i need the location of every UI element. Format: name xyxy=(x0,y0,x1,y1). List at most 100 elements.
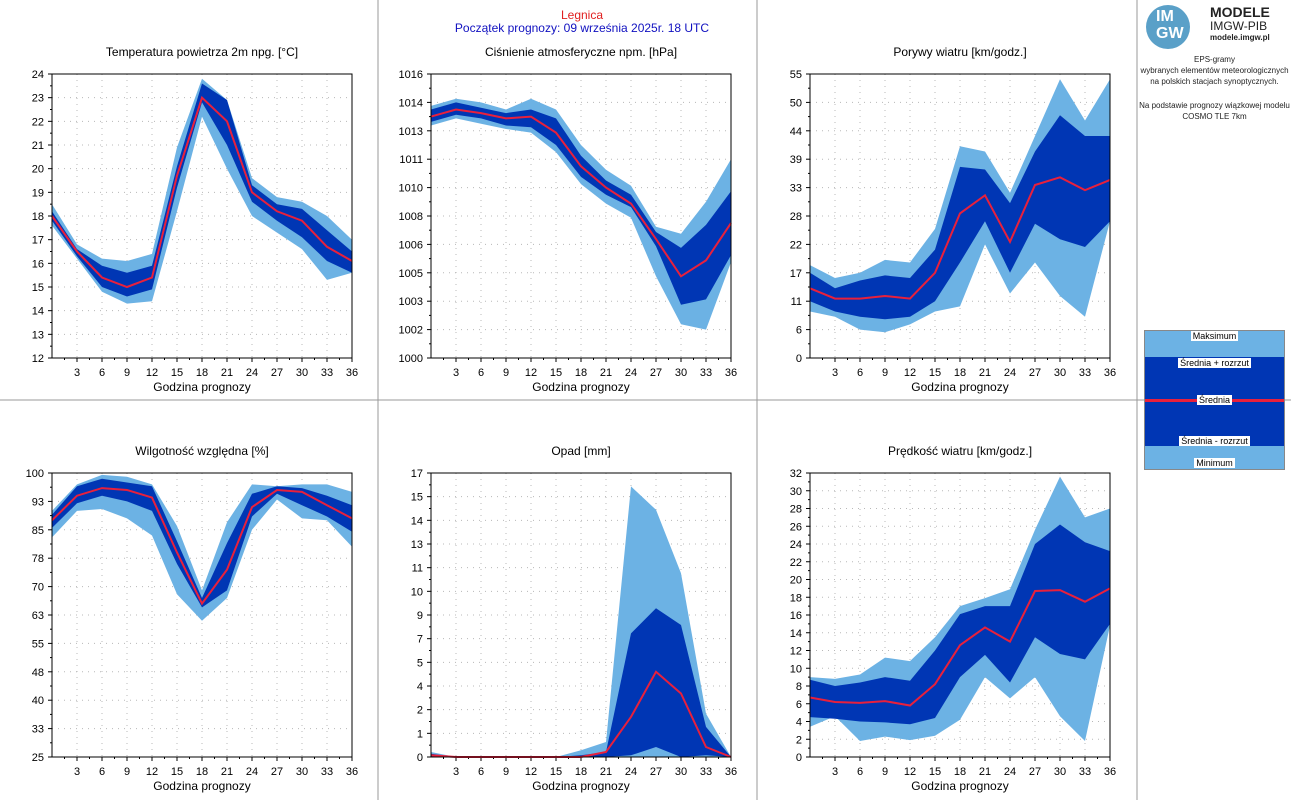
y-tick-label: 28 xyxy=(790,211,802,223)
y-tick-label: 4 xyxy=(417,681,423,693)
x-tick-label: 27 xyxy=(650,367,662,379)
legend-upper-label: Średnia + rozrzut xyxy=(1178,358,1251,368)
y-tick-label: 1011 xyxy=(399,154,423,166)
x-axis-label: Godzina prognozy xyxy=(153,779,250,793)
chart-title: Wilgotność względna [%] xyxy=(135,444,268,458)
y-tick-label: 13 xyxy=(411,539,423,551)
y-tick-label: 1008 xyxy=(399,211,423,223)
x-tick-label: 6 xyxy=(857,766,863,778)
y-tick-label: 11 xyxy=(791,296,802,308)
plot-frame xyxy=(51,73,353,359)
legend-band-outer-bottom xyxy=(1145,446,1284,469)
x-tick-label: 3 xyxy=(453,367,459,379)
y-tick-label: 1003 xyxy=(399,296,423,308)
x-tick-label: 30 xyxy=(1054,367,1066,379)
mean-line xyxy=(51,487,353,606)
x-tick-label: 18 xyxy=(196,766,208,778)
plot-frame xyxy=(51,472,353,758)
x-tick-label: 33 xyxy=(1079,367,1091,379)
logo-letters-top: IM xyxy=(1156,8,1174,25)
y-tick-label: 33 xyxy=(32,724,44,736)
mean-line xyxy=(51,95,353,289)
x-tick-label: 36 xyxy=(725,367,737,379)
x-tick-label: 30 xyxy=(1054,766,1066,778)
x-tick-label: 3 xyxy=(74,367,80,379)
y-tick-label: 15 xyxy=(32,282,44,294)
x-tick-label: 9 xyxy=(124,367,130,379)
x-tick-label: 36 xyxy=(346,367,358,379)
x-tick-label: 24 xyxy=(1004,766,1016,778)
x-tick-label: 12 xyxy=(146,766,158,778)
brand-url[interactable]: modele.imgw.pl xyxy=(1210,33,1270,42)
y-tick-label: 17 xyxy=(32,235,44,247)
x-tick-label: 33 xyxy=(321,367,333,379)
y-tick-label: 14 xyxy=(790,628,802,640)
y-tick-label: 18 xyxy=(790,592,802,604)
brand-panel: IM GW MODELE IMGW-PIB modele.imgw.pl EPS… xyxy=(1138,0,1291,130)
y-tick-label: 0 xyxy=(796,353,802,365)
y-tick-label: 21 xyxy=(32,140,44,152)
x-tick-label: 15 xyxy=(171,766,183,778)
x-tick-label: 12 xyxy=(525,766,537,778)
x-tick-label: 33 xyxy=(700,367,712,379)
band-spread xyxy=(810,524,1110,725)
x-tick-label: 15 xyxy=(929,367,941,379)
x-tick-label: 3 xyxy=(832,766,838,778)
y-tick-label: 40 xyxy=(32,695,44,707)
plot-frame xyxy=(430,73,732,359)
x-tick-label: 15 xyxy=(171,367,183,379)
x-tick-label: 24 xyxy=(625,766,637,778)
x-tick-label: 33 xyxy=(700,766,712,778)
y-tick-label: 4 xyxy=(796,717,802,729)
y-tick-label: 2 xyxy=(417,705,423,717)
x-tick-label: 30 xyxy=(296,367,308,379)
y-tick-label: 10 xyxy=(790,663,802,675)
x-tick-label: 36 xyxy=(1104,766,1116,778)
y-tick-label: 55 xyxy=(32,638,44,650)
x-tick-label: 18 xyxy=(575,766,587,778)
x-tick-label: 30 xyxy=(296,766,308,778)
y-tick-label: 23 xyxy=(32,93,44,105)
x-tick-label: 18 xyxy=(954,367,966,379)
x-tick-label: 24 xyxy=(1004,367,1016,379)
chart-2: Ciśnienie atmosferyczne npm. [hPa] Godzin… xyxy=(399,45,738,394)
description-model: Na podstawie prognozy wiązkowej modelu C… xyxy=(1139,101,1290,121)
y-tick-label: 1 xyxy=(417,728,423,740)
x-tick-label: 9 xyxy=(503,367,509,379)
x-tick-label: 30 xyxy=(675,367,687,379)
y-tick-label: 12 xyxy=(32,353,44,365)
y-tick-label: 85 xyxy=(32,525,44,537)
y-tick-label: 24 xyxy=(790,539,802,551)
y-tick-label: 1006 xyxy=(399,239,423,251)
y-tick-label: 1000 xyxy=(399,353,423,365)
x-tick-label: 6 xyxy=(478,766,484,778)
x-tick-label: 21 xyxy=(979,766,991,778)
y-tick-label: 50 xyxy=(790,97,802,109)
y-tick-label: 48 xyxy=(32,667,44,679)
band-min-max xyxy=(431,98,731,330)
x-tick-label: 15 xyxy=(550,367,562,379)
y-tick-label: 18 xyxy=(32,211,44,223)
y-tick-label: 14 xyxy=(32,306,44,318)
mean-line xyxy=(809,587,1111,707)
y-tick-label: 70 xyxy=(32,582,44,594)
chart-4: Wilgotność względna [%]Godzina prognozy2… xyxy=(26,444,358,793)
y-tick-label: 28 xyxy=(790,504,802,516)
description: EPS-gramy wybranych elementów meteorolog… xyxy=(1140,55,1289,86)
x-tick-label: 6 xyxy=(99,766,105,778)
legend-mean-label: Średnia xyxy=(1196,395,1233,405)
x-tick-label: 30 xyxy=(675,766,687,778)
x-tick-label: 6 xyxy=(99,367,105,379)
plot-frame xyxy=(809,472,1111,758)
y-tick-label: 1010 xyxy=(399,183,423,195)
chart-title: Porywy wiatru [km/godz.] xyxy=(893,45,1026,59)
x-tick-label: 9 xyxy=(882,367,888,379)
y-tick-label: 1013 xyxy=(399,126,423,138)
legend: Maksimum Średnia + rozrzut Średnia Średn… xyxy=(1144,330,1285,470)
y-tick-label: 78 xyxy=(32,553,44,565)
y-tick-label: 11 xyxy=(412,563,423,575)
x-tick-label: 12 xyxy=(904,367,916,379)
band-min-max xyxy=(810,476,1110,741)
chart-6: Prędkość wiatru [km/godz.] Godzina progno… xyxy=(790,444,1116,793)
band-spread xyxy=(810,115,1110,320)
